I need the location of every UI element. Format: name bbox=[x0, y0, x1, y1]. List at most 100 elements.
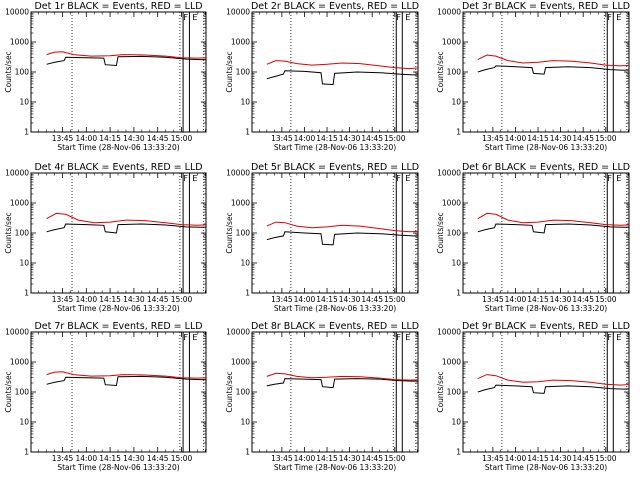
y-axis-label: Counts/sec bbox=[436, 51, 445, 92]
x-tick-label: 14:30 bbox=[550, 134, 572, 143]
y-tick-label: 10000 bbox=[437, 8, 461, 17]
marker-label-e: E bbox=[616, 174, 621, 183]
x-tick-label: 14:15 bbox=[316, 454, 338, 463]
y-tick-label: 1 bbox=[245, 128, 250, 137]
x-tick-label: 14:00 bbox=[505, 295, 527, 304]
marker-label-f: F bbox=[396, 13, 401, 22]
series-lld-line bbox=[266, 60, 418, 70]
x-tick-label: 14:00 bbox=[75, 134, 97, 143]
x-axis-label: Start Time (28-Nov-06 13:33:20) bbox=[274, 463, 396, 472]
series-events-line bbox=[266, 378, 418, 389]
x-tick-label: 14:15 bbox=[316, 295, 338, 304]
x-tick-label: 13:45 bbox=[52, 454, 74, 463]
series-lld-line bbox=[266, 372, 418, 381]
y-tick-label: 1000 bbox=[10, 38, 29, 47]
y-tick-label: 1000 bbox=[231, 358, 250, 367]
x-tick-label: 13:45 bbox=[52, 134, 74, 143]
x-tick-label: 13:45 bbox=[482, 295, 504, 304]
marker-label-f: F bbox=[607, 174, 612, 183]
x-tick-label: 14:00 bbox=[75, 454, 97, 463]
panel-4: Det 4r BLACK = Events, RED = LLD 1 10 100 10… bbox=[4, 162, 207, 313]
y-tick-label: 1 bbox=[24, 289, 29, 298]
y-tick-label: 10000 bbox=[437, 169, 461, 178]
x-tick-label: 14:45 bbox=[361, 295, 383, 304]
x-axis-label: Start Time (28-Nov-06 13:33:20) bbox=[485, 143, 607, 152]
x-tick-label: 15:00 bbox=[384, 134, 406, 143]
y-axis-label: Counts/sec bbox=[225, 51, 234, 92]
marker-label-e: E bbox=[405, 333, 410, 342]
x-tick-label: 14:45 bbox=[147, 454, 169, 463]
x-tick-label: 14:00 bbox=[505, 134, 527, 143]
y-axis-label: Counts/sec bbox=[4, 371, 13, 412]
panel-3: Det 3r BLACK = Events, RED = LLD 1 10 100 10… bbox=[436, 1, 630, 152]
y-tick-label: 1000 bbox=[10, 358, 29, 367]
y-tick-label: 100 bbox=[15, 68, 30, 77]
panel-title: Det 1r BLACK = Events, RED = LLD bbox=[34, 1, 202, 12]
y-tick-label: 10 bbox=[19, 259, 29, 268]
y-tick-label: 100 bbox=[236, 229, 251, 238]
x-tick-label: 14:00 bbox=[294, 295, 316, 304]
panel-title: Det 6r BLACK = Events, RED = LLD bbox=[462, 162, 630, 173]
y-tick-label: 10000 bbox=[226, 328, 250, 337]
marker-label-f: F bbox=[607, 333, 612, 342]
marker-label-e: E bbox=[405, 13, 410, 22]
x-tick-label: 14:15 bbox=[527, 454, 549, 463]
y-tick-label: 10 bbox=[240, 259, 250, 268]
x-tick-label: 14:00 bbox=[294, 134, 316, 143]
x-tick-label: 14:00 bbox=[75, 295, 97, 304]
series-lld-line bbox=[477, 374, 629, 386]
x-tick-label: 15:00 bbox=[171, 454, 193, 463]
x-tick-label: 15:00 bbox=[384, 295, 406, 304]
x-tick-label: 14:30 bbox=[550, 454, 572, 463]
y-tick-label: 10 bbox=[240, 418, 250, 427]
x-tick-label: 14:00 bbox=[294, 454, 316, 463]
series-lld-line bbox=[477, 212, 629, 226]
x-tick-label: 14:45 bbox=[572, 134, 594, 143]
x-tick-label: 14:45 bbox=[572, 454, 594, 463]
series-events-line bbox=[477, 384, 629, 394]
x-tick-label: 14:45 bbox=[361, 134, 383, 143]
y-tick-label: 1000 bbox=[442, 358, 461, 367]
y-tick-label: 100 bbox=[236, 388, 251, 397]
series-events-line bbox=[477, 223, 629, 234]
x-tick-label: 15:00 bbox=[171, 295, 193, 304]
x-tick-label: 13:45 bbox=[271, 454, 293, 463]
x-axis-label: Start Time (28-Nov-06 13:33:20) bbox=[485, 463, 607, 472]
panel-title: Det 9r BLACK = Events, RED = LLD bbox=[462, 321, 630, 332]
y-axis-label: Counts/sec bbox=[4, 51, 13, 92]
x-tick-label: 13:45 bbox=[52, 295, 74, 304]
y-tick-label: 1 bbox=[456, 448, 461, 457]
y-axis-label: Counts/sec bbox=[225, 212, 234, 253]
marker-label-e: E bbox=[616, 333, 621, 342]
y-tick-label: 1 bbox=[245, 448, 250, 457]
y-tick-label: 1000 bbox=[10, 199, 29, 208]
x-tick-label: 13:45 bbox=[482, 134, 504, 143]
x-axis-label: Start Time (28-Nov-06 13:33:20) bbox=[274, 143, 396, 152]
marker-label-f: F bbox=[607, 13, 612, 22]
x-tick-label: 14:30 bbox=[123, 454, 145, 463]
x-tick-label: 14:30 bbox=[550, 295, 572, 304]
x-tick-label: 14:45 bbox=[147, 134, 169, 143]
y-tick-label: 1000 bbox=[442, 199, 461, 208]
y-tick-label: 10000 bbox=[437, 328, 461, 337]
marker-label-f: F bbox=[183, 13, 188, 22]
marker-label-e: E bbox=[405, 174, 410, 183]
panel-title: Det 8r BLACK = Events, RED = LLD bbox=[251, 321, 419, 332]
y-tick-label: 1 bbox=[456, 128, 461, 137]
x-tick-label: 13:45 bbox=[271, 134, 293, 143]
x-tick-label: 14:30 bbox=[123, 295, 145, 304]
series-lld-line bbox=[46, 371, 206, 379]
series-events-line bbox=[266, 70, 418, 86]
x-axis-label: Start Time (28-Nov-06 13:33:20) bbox=[57, 143, 179, 152]
x-axis-label: Start Time (28-Nov-06 13:33:20) bbox=[57, 304, 179, 313]
marker-label-e: E bbox=[192, 333, 197, 342]
y-tick-label: 100 bbox=[447, 229, 462, 238]
marker-label-e: E bbox=[616, 13, 621, 22]
panel-7: Det 7r BLACK = Events, RED = LLD 1 10 100 10… bbox=[4, 321, 207, 472]
y-tick-label: 10 bbox=[451, 259, 461, 268]
y-tick-label: 10 bbox=[240, 98, 250, 107]
x-tick-label: 14:15 bbox=[99, 134, 121, 143]
y-tick-label: 1000 bbox=[231, 38, 250, 47]
x-tick-label: 13:45 bbox=[482, 454, 504, 463]
